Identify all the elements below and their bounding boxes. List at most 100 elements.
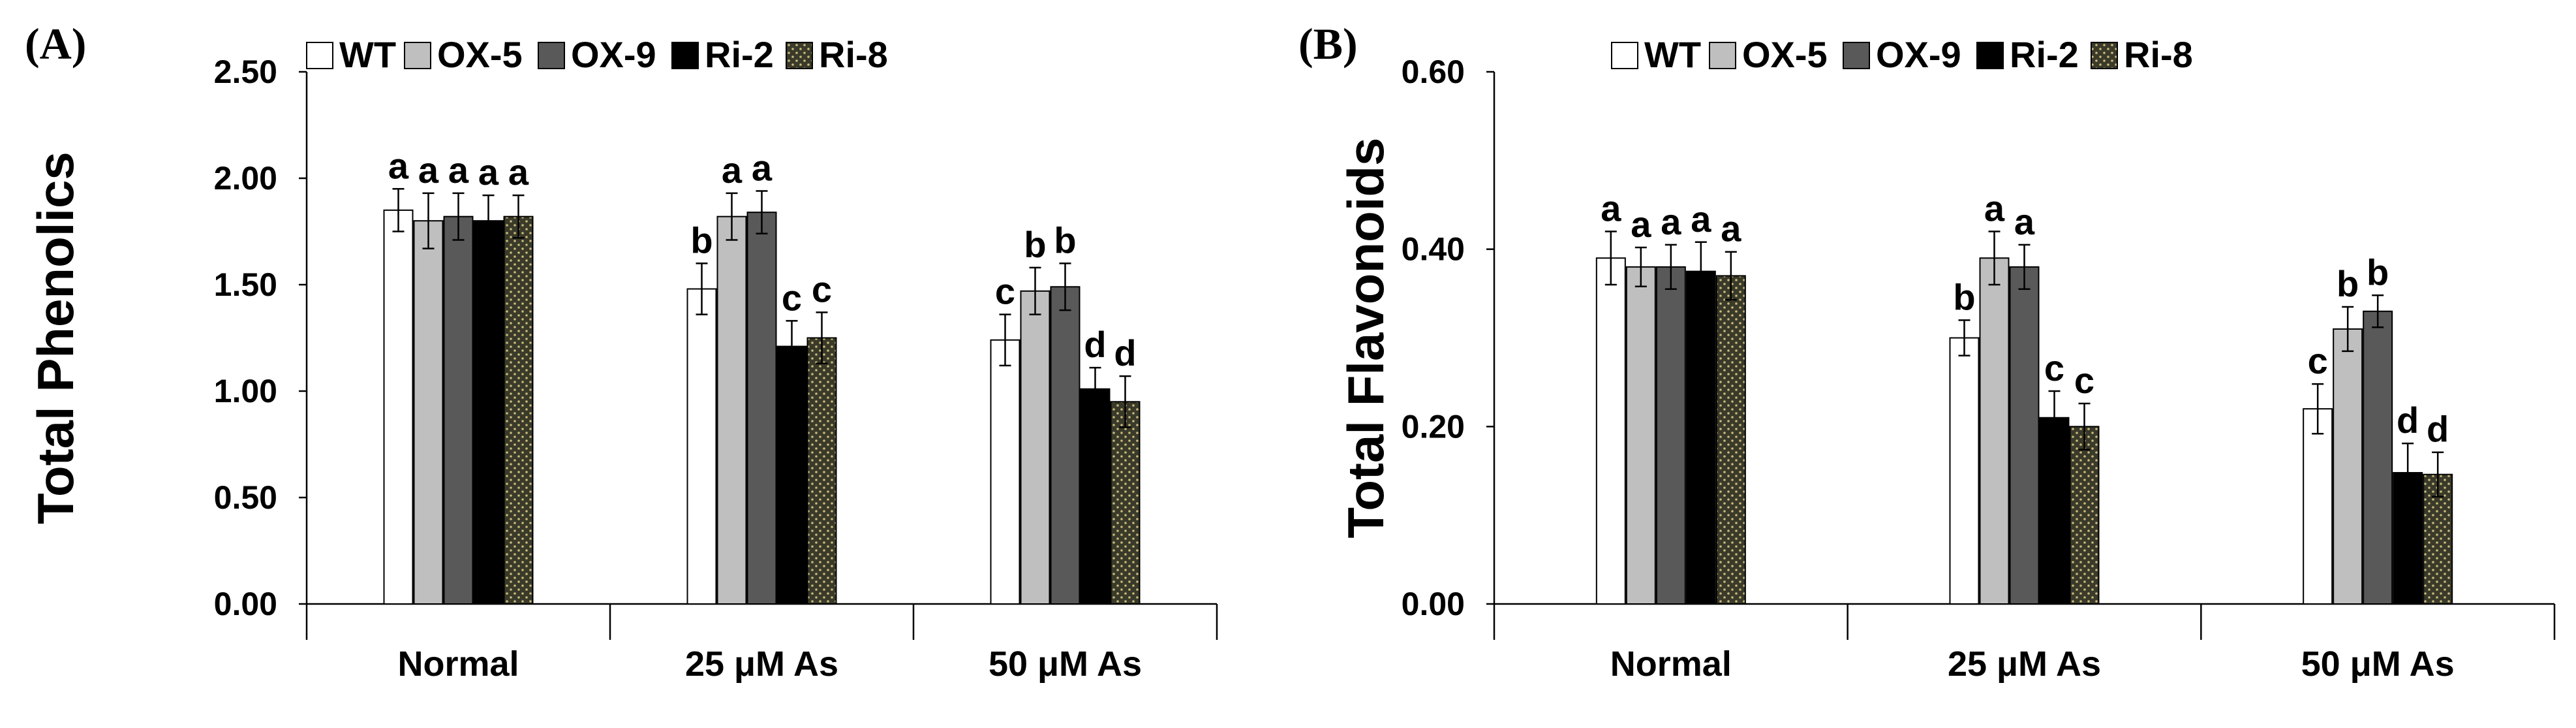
legend-swatch-ox-5 xyxy=(1709,42,1736,69)
legend-swatch-ri-8 xyxy=(2091,42,2118,69)
y-tick-label: 0.00 xyxy=(214,586,277,622)
legend-label-ox-5: OX-5 xyxy=(437,34,523,75)
significance-letter: a xyxy=(418,150,439,191)
y-axis-label: Total Flavonoids xyxy=(1337,138,1394,539)
significance-letter: b xyxy=(1054,219,1076,261)
significance-letter: a xyxy=(752,148,773,189)
significance-letter: d xyxy=(1084,324,1106,365)
bar-ri-2-normal xyxy=(473,220,504,605)
chart-panel-b: (B) Total Flavonoids 0.00 0.20 0.40 0.60 Norma… xyxy=(1298,19,2556,684)
legend-label-ri-8: Ri-8 xyxy=(819,34,888,75)
bar-ox-9-normal xyxy=(443,215,474,605)
significance-letter: a xyxy=(1661,201,1681,242)
bar-wt-25-um-as xyxy=(686,288,717,605)
significance-letter: b xyxy=(690,219,713,261)
legend-swatch-wt xyxy=(306,42,333,69)
significance-letter: c xyxy=(782,277,802,318)
legend-label-ox-9: OX-9 xyxy=(571,34,656,75)
legend-swatch-ri-8 xyxy=(786,42,813,69)
bar-wt-50-um-as xyxy=(2303,408,2333,605)
y-tick-label: 0.00 xyxy=(1402,586,1465,622)
significance-letter: c xyxy=(2074,360,2094,401)
bar-ox-5-25-um-as xyxy=(716,215,747,605)
significance-letter: c xyxy=(2308,340,2328,381)
bar-ox-5-25-um-as xyxy=(1979,257,2010,605)
bar-wt-normal xyxy=(383,209,414,605)
y-tick-label: 2.00 xyxy=(214,160,277,197)
legend-label-ox-9: OX-9 xyxy=(1876,34,1961,75)
bar-ox-9-25-um-as xyxy=(746,212,777,605)
legend: WT OX-5 OX-9 Ri-2 Ri-8 xyxy=(306,34,888,75)
bar-ox-5-50-um-as xyxy=(1020,290,1050,605)
bar-ri-8-25-um-as xyxy=(2069,426,2100,605)
x-tick-label-25-um-as: 25 μM As xyxy=(1948,644,2101,684)
significance-letter: c xyxy=(812,268,832,309)
bar-ox-9-50-um-as xyxy=(1050,286,1081,605)
significance-letter: d xyxy=(2397,400,2419,441)
y-axis-label: Total Phenolics xyxy=(27,151,84,524)
legend-swatch-ox-9 xyxy=(538,42,565,69)
y-tick-label: 0.20 xyxy=(1402,408,1465,445)
y-tick-label: 0.50 xyxy=(214,479,277,516)
x-tick-label-50-um-as: 50 μM As xyxy=(989,644,1142,684)
significance-letter: b xyxy=(2337,263,2359,304)
panel-label: (A) xyxy=(25,19,86,69)
legend-label-ri-2: Ri-2 xyxy=(2010,34,2079,75)
y-tick-label: 1.50 xyxy=(214,266,277,303)
significance-letter: a xyxy=(2014,201,2035,242)
legend-swatch-ri-2 xyxy=(671,42,699,69)
x-tick-label-normal: Normal xyxy=(397,644,519,684)
bar-ri-8-50-um-as xyxy=(1110,401,1141,605)
legend-label-wt: WT xyxy=(1644,34,1701,75)
bar-wt-50-um-as xyxy=(990,339,1020,605)
significance-letter: c xyxy=(995,271,1015,312)
significance-letter: b xyxy=(1953,276,1975,317)
bar-ox-9-50-um-as xyxy=(2363,310,2393,605)
legend-label-ri-8: Ri-8 xyxy=(2124,34,2193,75)
significance-letter: c xyxy=(2044,347,2064,388)
legend-swatch-wt xyxy=(1611,42,1638,69)
significance-letter: b xyxy=(1024,224,1046,265)
significance-letter: a xyxy=(1691,198,1711,240)
legend-label-ri-2: Ri-2 xyxy=(705,34,774,75)
y-tick-label: 0.40 xyxy=(1402,231,1465,268)
legend-label-ox-5: OX-5 xyxy=(1742,34,1828,75)
bar-ri-8-normal xyxy=(503,215,534,605)
bar-ri-8-normal xyxy=(1715,275,1746,605)
bar-ox-5-50-um-as xyxy=(2333,328,2363,605)
bar-ri-8-25-um-as xyxy=(806,337,837,605)
bar-ox-5-normal xyxy=(413,220,444,605)
y-tick-label: 0.60 xyxy=(1402,54,1465,90)
bar-ri-2-50-um-as xyxy=(1080,388,1111,605)
significance-letter: b xyxy=(2367,251,2389,293)
significance-letter: a xyxy=(1631,204,1651,245)
bar-wt-normal xyxy=(1595,257,1626,605)
legend: WT OX-5 OX-9 Ri-2 Ri-8 xyxy=(1611,34,2193,75)
significance-letter: a xyxy=(508,151,529,193)
significance-letter: a xyxy=(1601,188,1621,229)
bar-ri-2-25-um-as xyxy=(2039,417,2070,605)
chart-panel-a: (A) Total Phenolics 0.00 0.50 1.00 1.50 2.00 2.… xyxy=(25,19,1218,684)
significance-letter: a xyxy=(448,150,469,191)
x-tick-label-normal: Normal xyxy=(1610,644,1732,684)
y-tick-label: 1.00 xyxy=(214,373,277,409)
significance-letter: a xyxy=(1721,208,1741,249)
bar-ox-9-normal xyxy=(1655,266,1686,605)
significance-letter: a xyxy=(388,145,409,186)
legend-label-wt: WT xyxy=(339,34,396,75)
legend-swatch-ox-9 xyxy=(1843,42,1870,69)
x-tick-label-50-um-as: 50 μM As xyxy=(2301,644,2455,684)
bar-ri-2-25-um-as xyxy=(776,345,807,605)
bar-wt-25-um-as xyxy=(1949,337,1980,605)
y-tick-label: 2.50 xyxy=(214,54,277,90)
bar-ri-2-normal xyxy=(1685,270,1716,605)
legend-swatch-ri-2 xyxy=(1976,42,2004,69)
legend-swatch-ox-5 xyxy=(404,42,431,69)
significance-letter: a xyxy=(478,151,499,193)
significance-letter: a xyxy=(1984,188,2005,229)
significance-letter: d xyxy=(1114,332,1136,373)
x-tick-label-25-um-as: 25 μM As xyxy=(685,644,838,684)
panel-label: (B) xyxy=(1298,19,1358,69)
significance-letter: d xyxy=(2427,409,2449,450)
